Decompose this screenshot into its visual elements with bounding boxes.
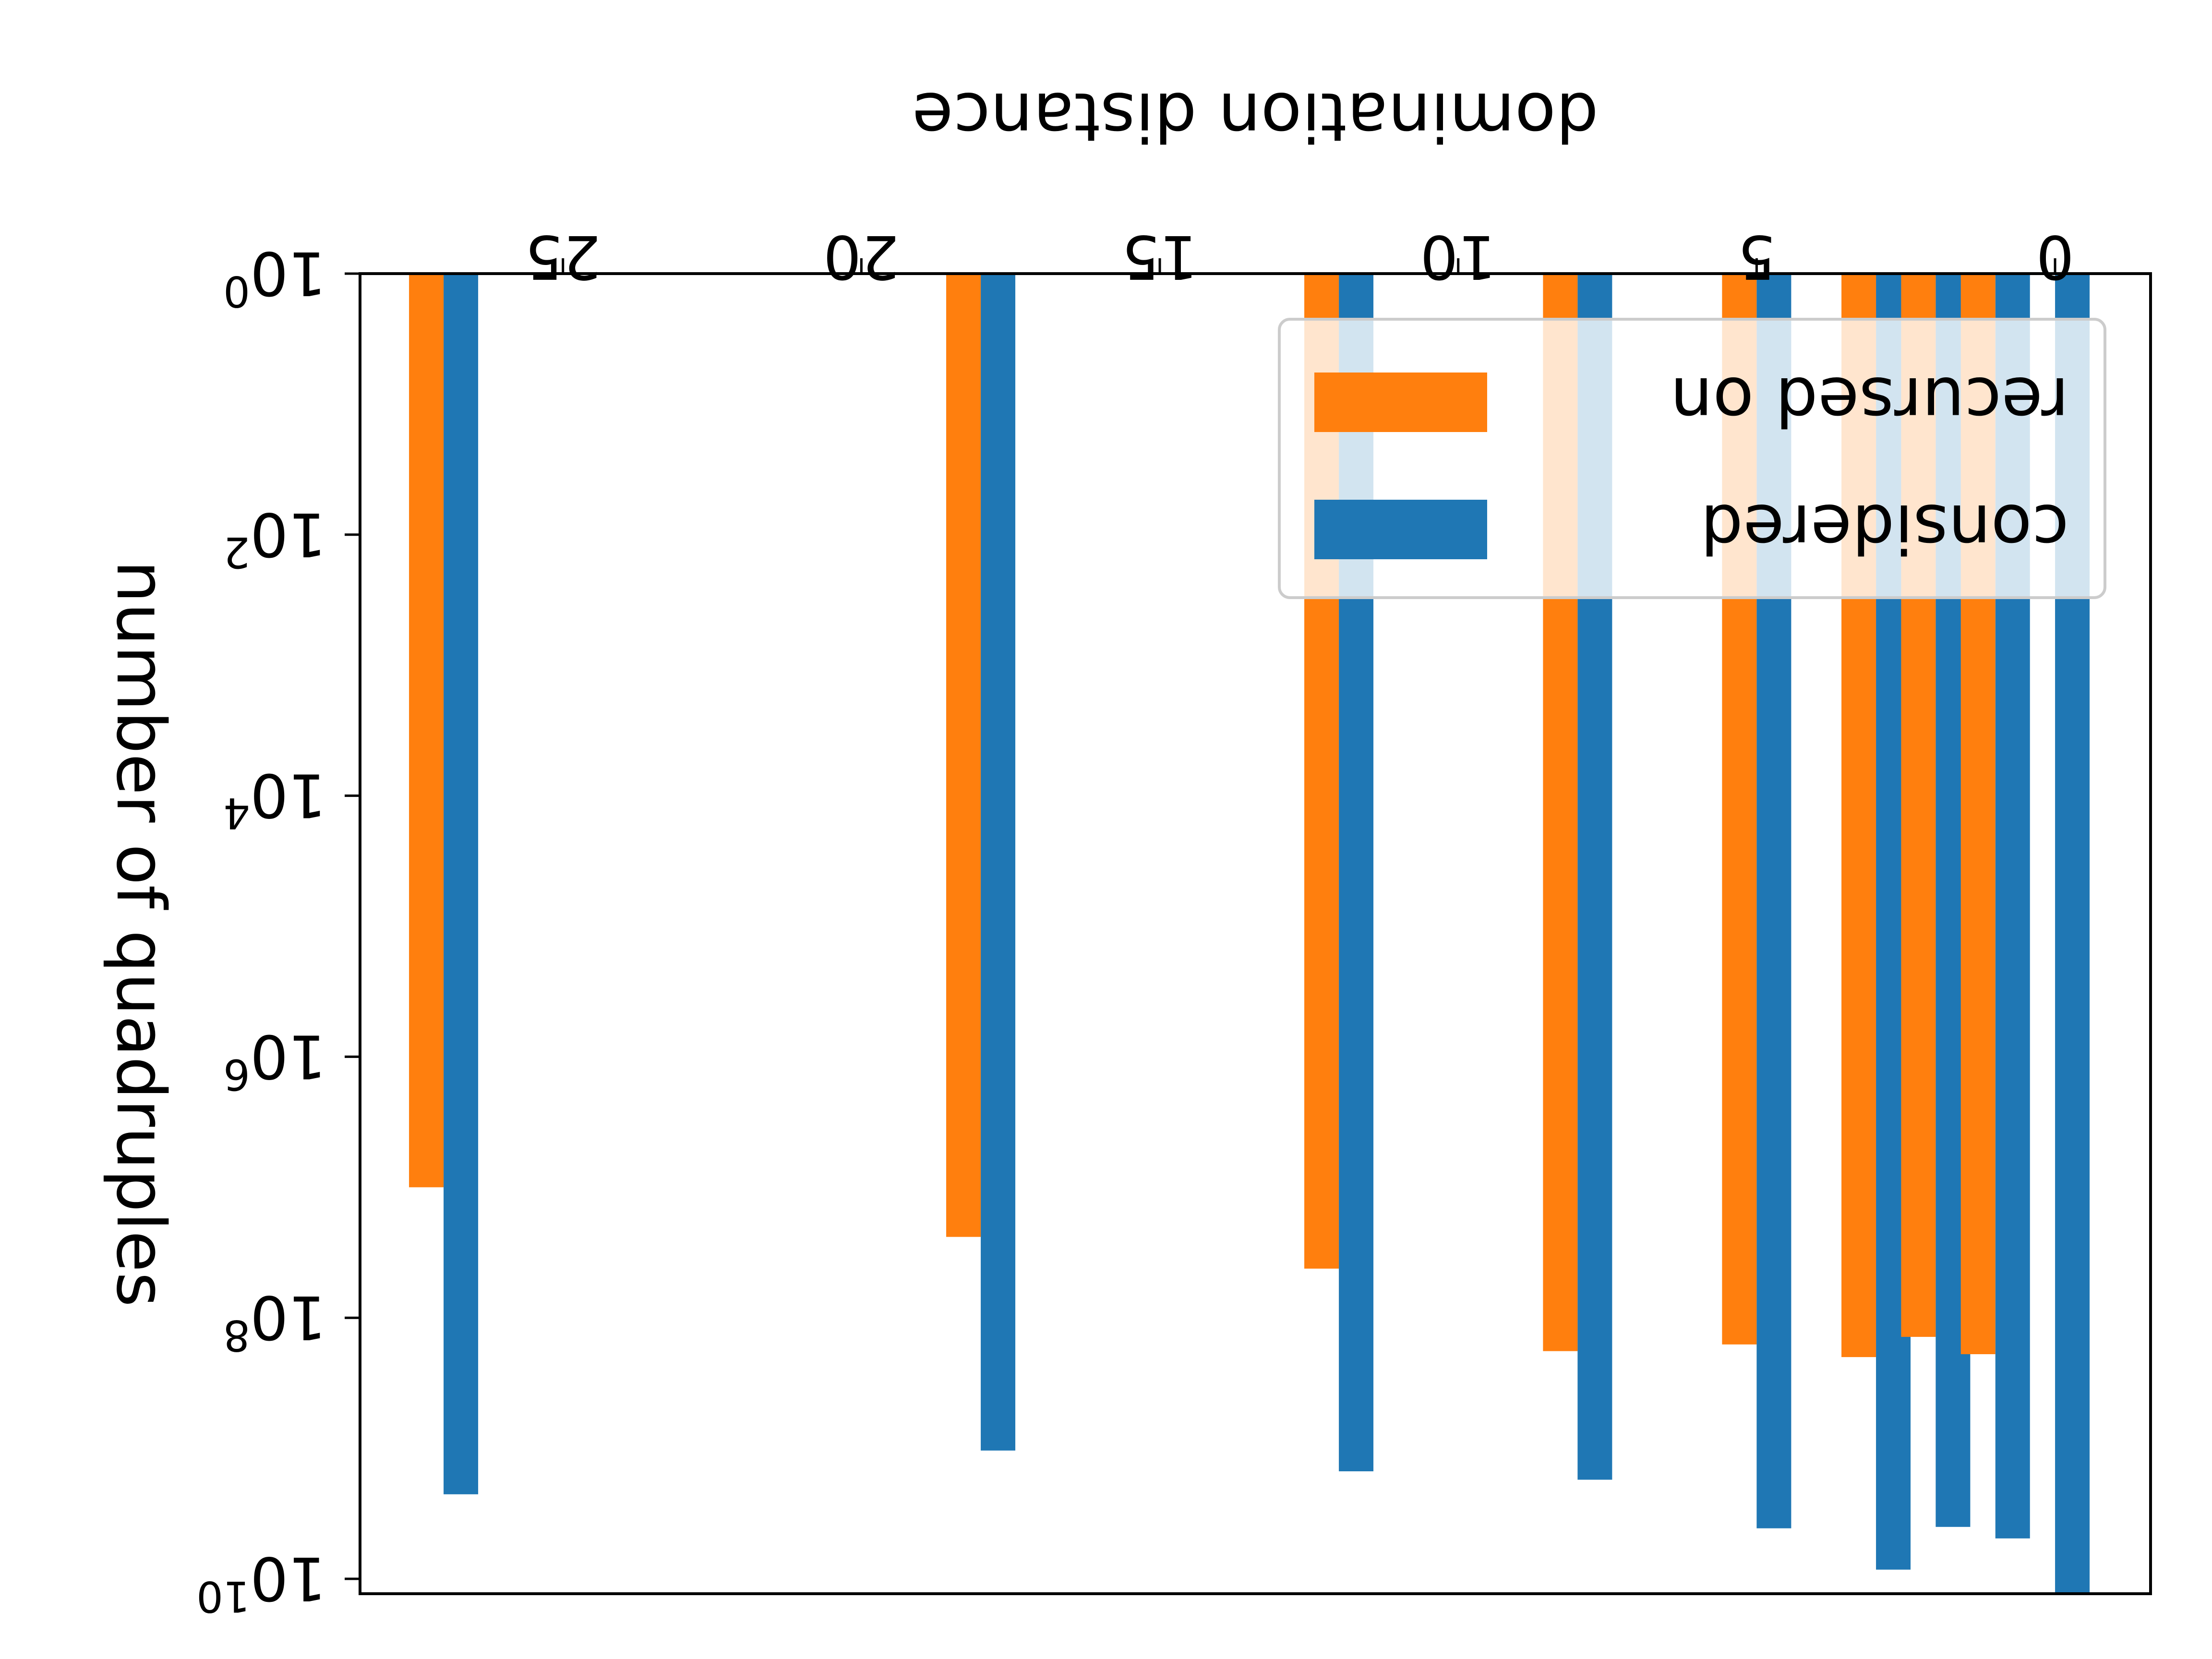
x-tick-label-15: 15 bbox=[1122, 222, 1198, 291]
legend-swatch-recursed-on bbox=[1314, 373, 1487, 432]
legend-label-considered: considered bbox=[1700, 489, 2069, 567]
legend-swatch-considered bbox=[1314, 500, 1487, 559]
y-axis-label: number of quadruples bbox=[101, 560, 180, 1307]
y-tick-label-3: 106 bbox=[223, 1021, 326, 1099]
x-tick-label-0: 0 bbox=[2036, 222, 2074, 291]
y-tick-label-2: 104 bbox=[223, 760, 326, 838]
recursed-on-bar-27 bbox=[409, 274, 444, 1188]
y-tick-label-4: 108 bbox=[223, 1282, 326, 1360]
legend: recursed on considered bbox=[1278, 318, 2106, 599]
axes-layer: 0 5 10 15 20 25 100 102 104 106 108 1010 bbox=[196, 222, 2152, 1621]
y-tick-label-5: 1010 bbox=[196, 1543, 326, 1621]
x-tick-label-20: 20 bbox=[823, 222, 900, 291]
considered-bar-18 bbox=[981, 274, 1016, 1451]
x-tick-label-25: 25 bbox=[525, 222, 601, 291]
x-tick-label-5: 5 bbox=[1738, 222, 1776, 291]
considered-bar-27 bbox=[444, 274, 479, 1494]
legend-label-recursed-on: recursed on bbox=[1670, 362, 2069, 440]
y-tick-label-1: 102 bbox=[223, 499, 326, 577]
recursed-on-bar-18 bbox=[946, 274, 981, 1237]
x-axis-label: domination distance bbox=[912, 77, 1599, 156]
plot-frame bbox=[359, 272, 2152, 1595]
labels-layer: domination distance number of quadruples bbox=[101, 77, 1599, 1307]
x-tick-label-10: 10 bbox=[1420, 222, 1496, 291]
y-tick-label-0: 100 bbox=[223, 238, 326, 316]
